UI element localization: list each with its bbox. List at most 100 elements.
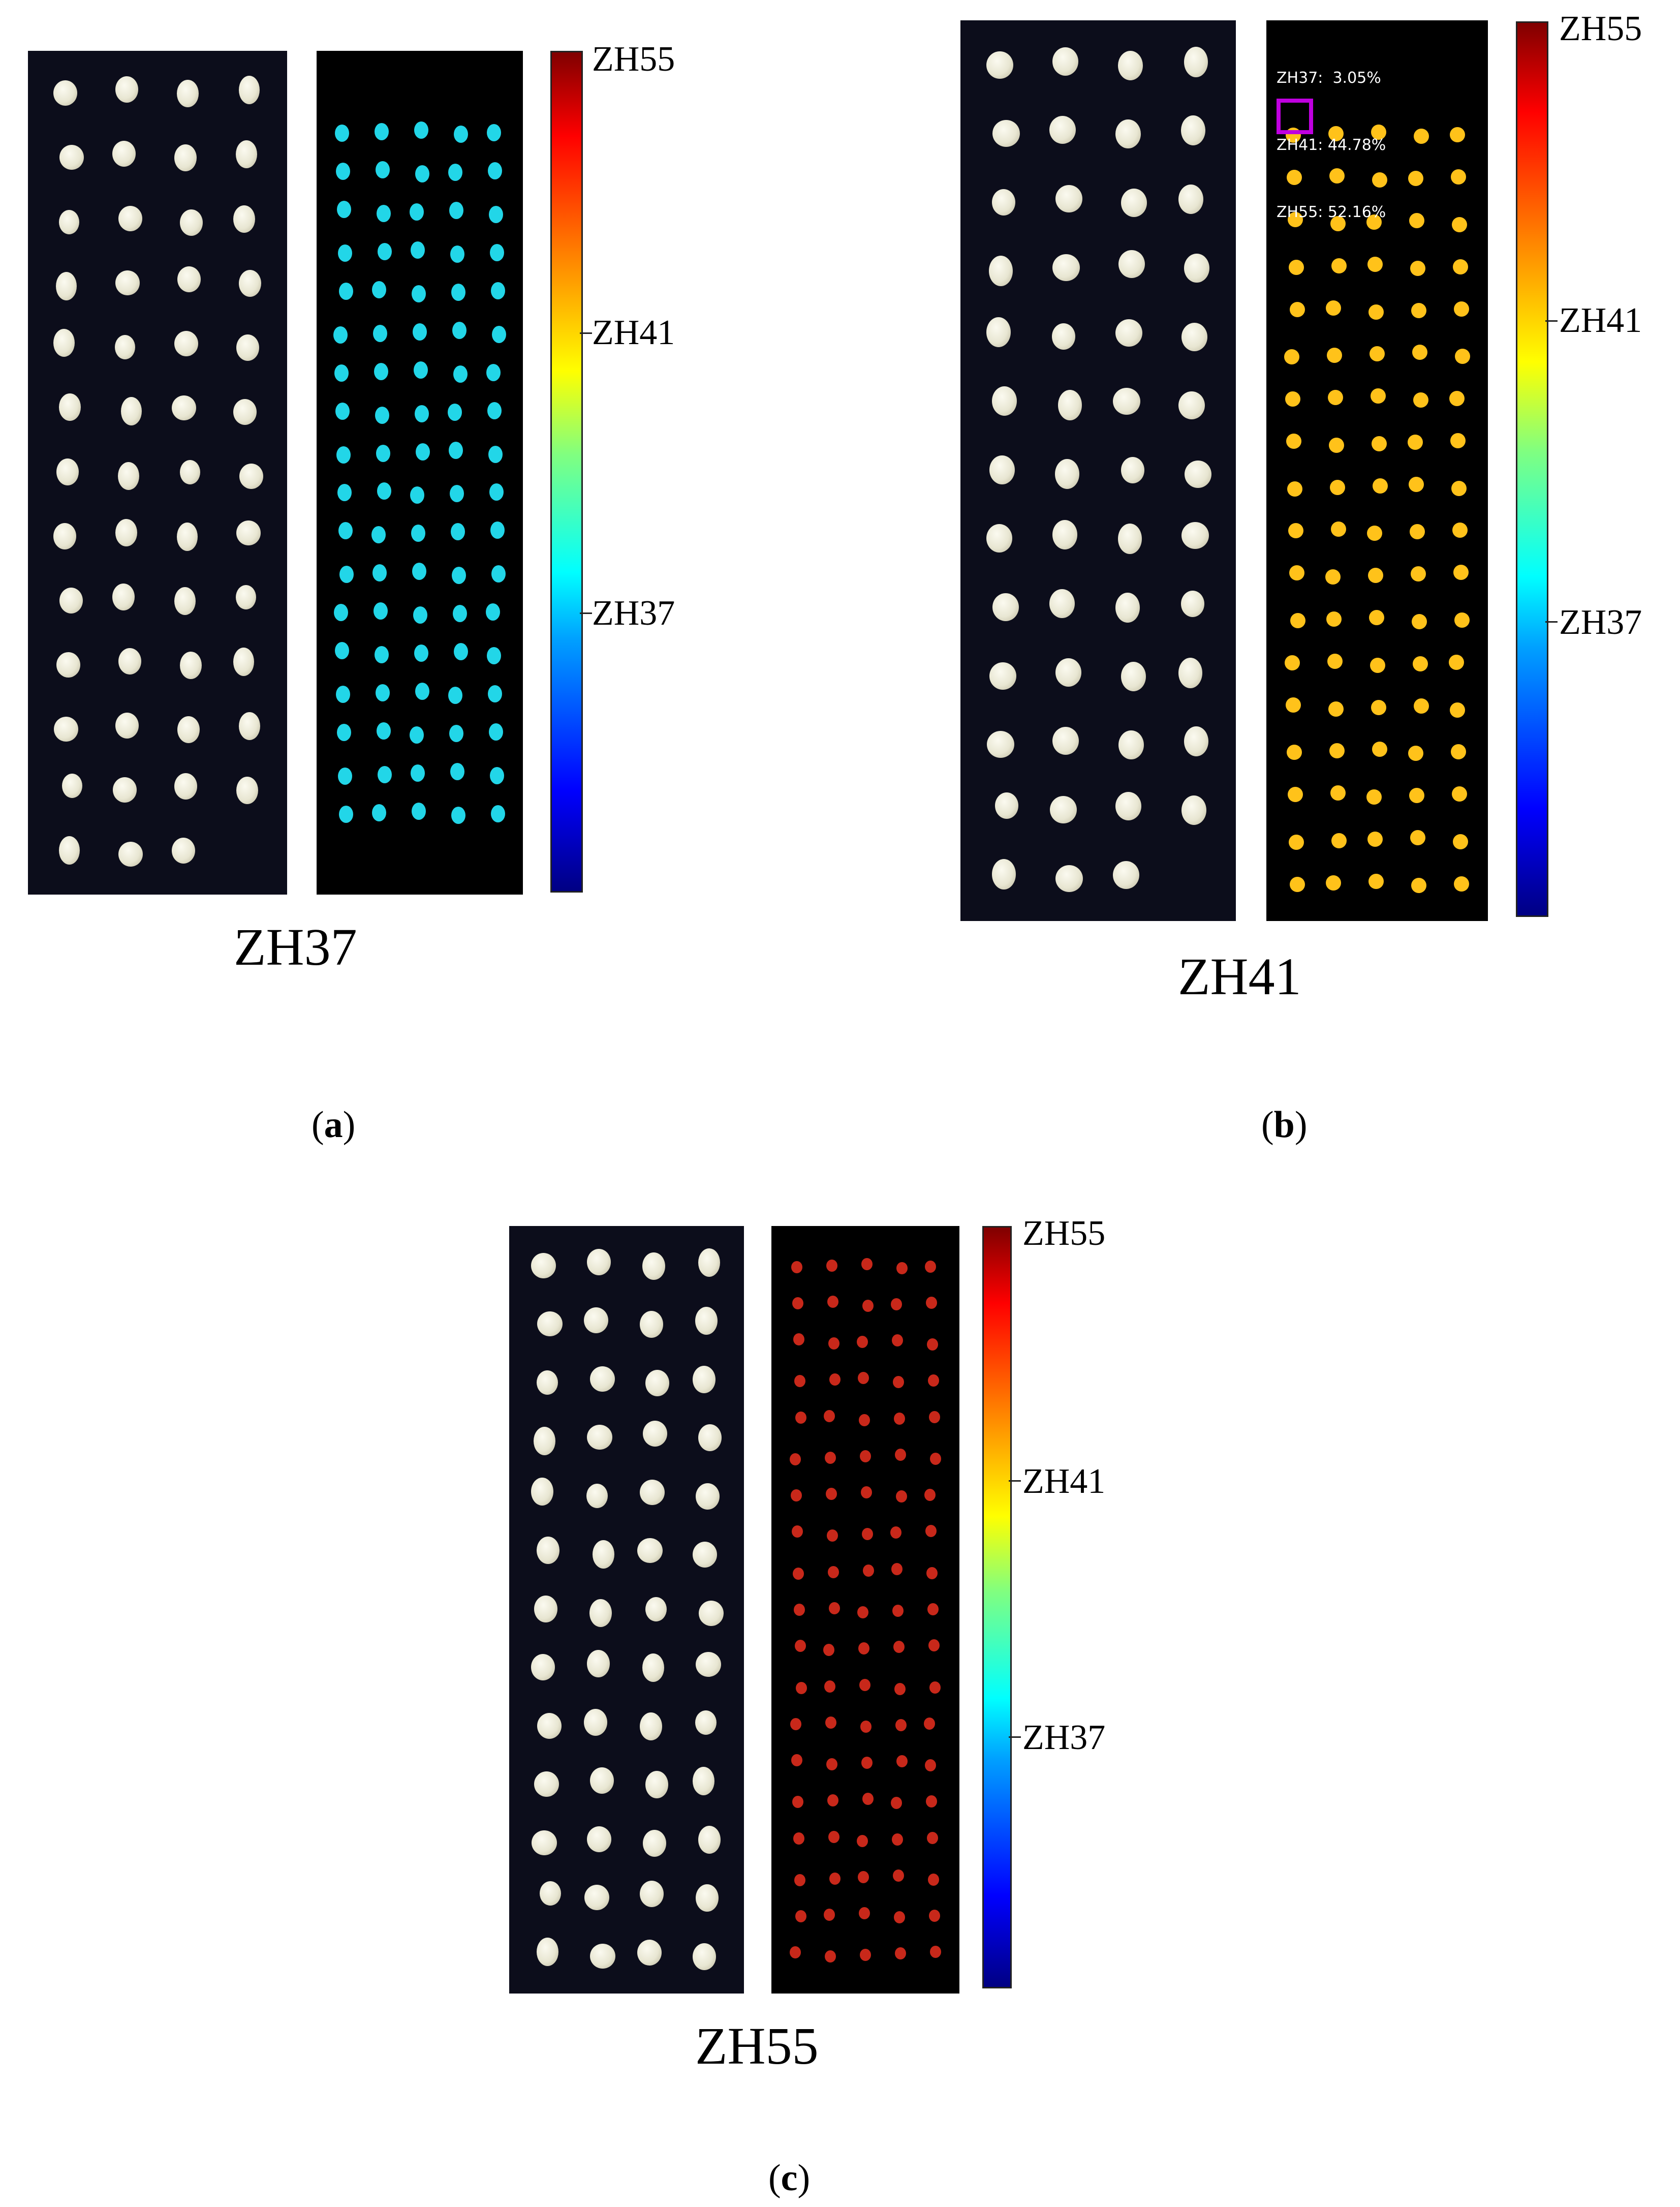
seed [1181, 115, 1206, 146]
seed [171, 395, 196, 420]
colorbar-label-top: ZH55 [592, 40, 675, 79]
classified-seed [375, 406, 389, 424]
classified-seed [1284, 655, 1300, 670]
classified-seed [1328, 126, 1344, 142]
seed [642, 1252, 666, 1280]
classified-seed [1287, 787, 1303, 803]
seed [695, 1884, 719, 1912]
seed [115, 712, 139, 739]
seed [989, 455, 1015, 484]
classified-seed [1331, 833, 1347, 848]
variety-label: ZH41 [1178, 947, 1301, 1006]
seed [534, 1426, 556, 1455]
classified-seed [1327, 653, 1343, 669]
classified-seed [892, 1605, 904, 1617]
seed [645, 1771, 669, 1799]
seed [177, 80, 199, 108]
seed [1118, 250, 1145, 278]
seed [1181, 795, 1206, 825]
seed [992, 593, 1019, 621]
seed [640, 1479, 665, 1505]
seed [56, 652, 81, 678]
classified-seed [825, 1716, 836, 1729]
seed [584, 1307, 609, 1334]
colorbar-b [1516, 21, 1548, 917]
classified-seed [410, 203, 424, 221]
classified-seed [1450, 127, 1466, 143]
classified-seed [449, 441, 463, 459]
colorbar-tick [1009, 1736, 1021, 1738]
seed [589, 1366, 615, 1392]
classified-seed [334, 364, 349, 382]
classified-seed [1290, 612, 1305, 628]
seed [537, 1536, 560, 1564]
classified-seed [1369, 609, 1384, 625]
classified-seed [374, 123, 389, 141]
seed [698, 1825, 721, 1854]
seed [992, 859, 1016, 890]
classified-seed [795, 1411, 806, 1424]
classified-seed [376, 722, 391, 740]
classified-seed [795, 1910, 806, 1923]
classified-seed [891, 1797, 902, 1810]
classified-seed [1372, 172, 1387, 188]
classified-seed [1410, 260, 1426, 276]
seed [238, 76, 260, 105]
seed [58, 209, 79, 234]
classified-seed [1451, 480, 1467, 496]
seed [692, 1767, 714, 1796]
colorbar-label-low: ZH37 [1022, 1718, 1106, 1757]
classified-seed [1372, 742, 1387, 757]
classified-seed [893, 1641, 905, 1653]
seed [537, 1311, 563, 1337]
classified-seed [1288, 834, 1304, 850]
classified-seed [1373, 478, 1388, 494]
seed [177, 716, 200, 743]
seed [1178, 657, 1202, 688]
variety-label: ZH55 [695, 2017, 819, 2075]
classified-seed [858, 1372, 869, 1385]
classified-seed [793, 1333, 804, 1346]
classified-seed [412, 802, 426, 820]
seed [1115, 319, 1143, 347]
colorbar-tick [1545, 320, 1558, 322]
classified-seed [1286, 745, 1302, 760]
classified-seed [1453, 565, 1469, 580]
classified-seed [1368, 304, 1384, 320]
classified-seed [1366, 789, 1382, 805]
classified-seed [859, 1678, 870, 1691]
classified-seed [924, 1717, 935, 1730]
classified-seed [858, 1642, 869, 1655]
seed [1118, 524, 1142, 555]
seed [118, 648, 141, 675]
classified-seed [1411, 877, 1427, 893]
classified-seed [1288, 523, 1303, 539]
classified-seed [451, 806, 466, 824]
seed [180, 209, 203, 236]
seed [1121, 457, 1144, 483]
classified-seed [414, 361, 428, 379]
classified-seed [1289, 565, 1304, 581]
classified-seed [792, 1525, 803, 1538]
classified-seed [1371, 388, 1386, 404]
classified-seed [486, 363, 501, 381]
classified-seed [489, 206, 504, 224]
classified-seed [377, 243, 392, 261]
seed [698, 1248, 720, 1277]
classified-seed [1453, 834, 1469, 849]
seed [692, 1365, 715, 1393]
seed [120, 397, 142, 426]
classified-seed [453, 365, 468, 383]
classified-seed [861, 1757, 873, 1769]
seed [587, 1425, 613, 1450]
classified-seed [1412, 614, 1427, 629]
classified-seed [412, 563, 426, 580]
seed [239, 269, 262, 297]
classified-seed [1412, 345, 1428, 360]
classified-seed [828, 1566, 839, 1578]
classified-seed [1366, 214, 1382, 230]
classified-seed [1452, 786, 1468, 802]
classified-seed [448, 164, 463, 181]
classified-seed [490, 522, 505, 539]
classified-seed [1289, 301, 1305, 317]
